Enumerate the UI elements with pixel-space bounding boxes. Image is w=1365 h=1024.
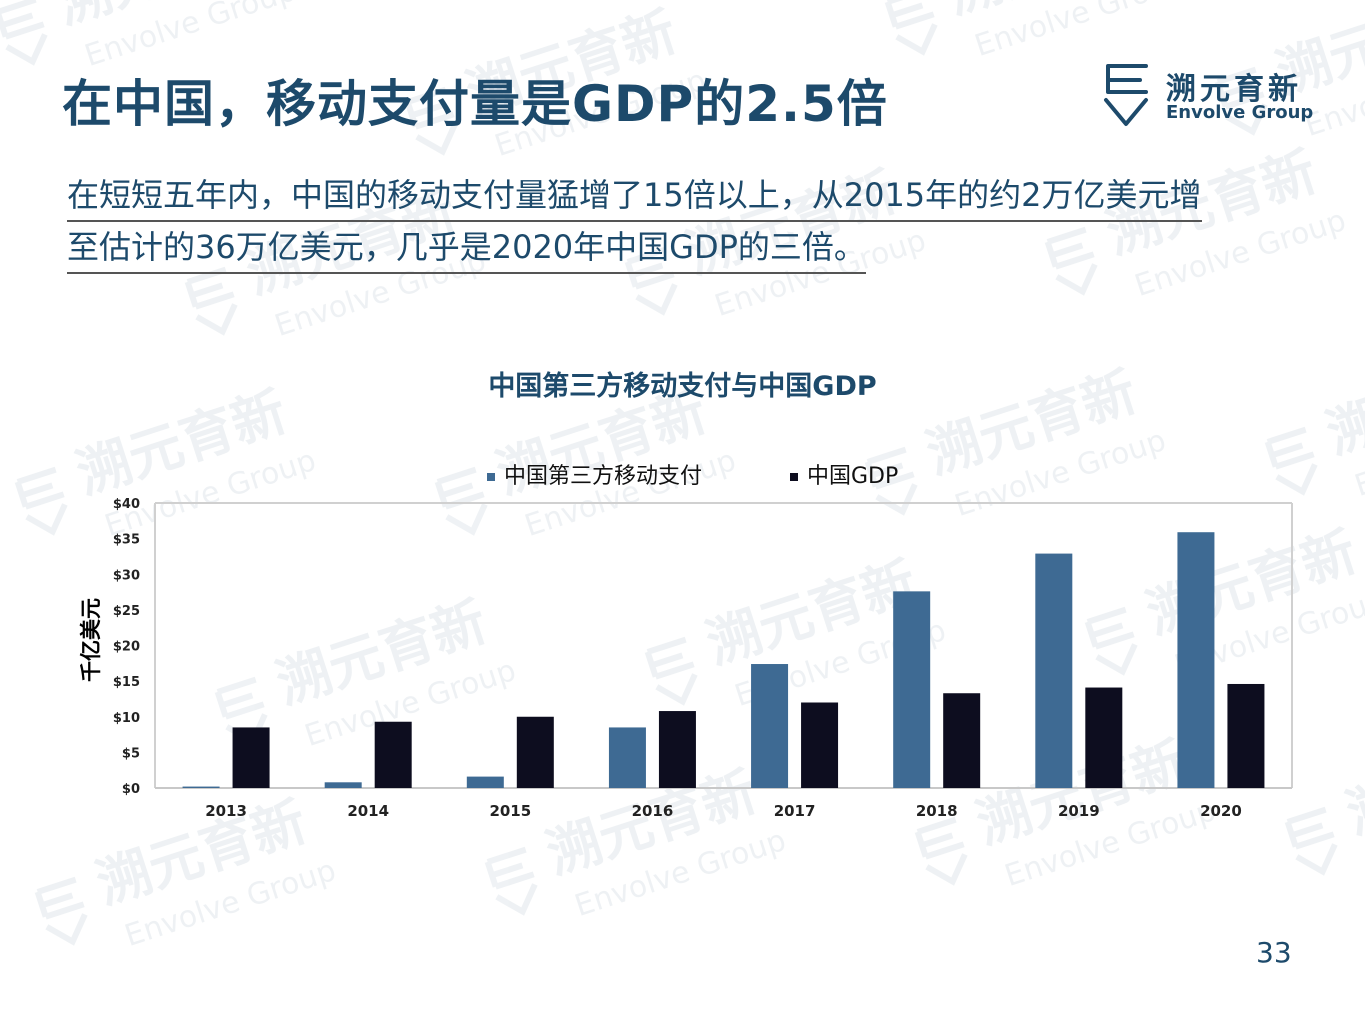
y-tick-label: $30 <box>113 568 140 583</box>
y-axis-label: 千亿美元 <box>79 598 103 682</box>
bar-mobile-payment-2016 <box>608 727 646 788</box>
bar-gdp-2020 <box>1227 683 1265 788</box>
chart-bars <box>182 532 1265 788</box>
chart-title: 中国第三方移动支付与中国GDP <box>488 371 877 402</box>
y-tick-label: $15 <box>113 675 140 690</box>
logo-mark-icon <box>1104 64 1148 126</box>
bar-mobile-payment-2014 <box>324 782 362 788</box>
bar-mobile-payment-2013 <box>182 786 220 788</box>
bar-mobile-payment-2018 <box>893 591 931 788</box>
page-title: 在中国，移动支付量是GDP的2.5倍 <box>62 75 888 133</box>
chart-tick-labels: $0 $5 $10 $15 $20 $25 $30 $35 $40 2013 2014 2015 201… <box>113 497 1242 820</box>
page-number: 33 <box>1256 936 1292 969</box>
x-tick-label: 2013 <box>205 802 247 820</box>
x-tick-label: 2015 <box>489 802 531 820</box>
y-tick-label: $0 <box>122 782 140 797</box>
x-tick-label: 2019 <box>1058 802 1100 820</box>
bar-gdp-2015 <box>516 716 554 788</box>
y-tick-label: $20 <box>113 640 140 655</box>
bar-mobile-payment-2019 <box>1035 553 1073 788</box>
x-tick-label: 2014 <box>347 802 389 820</box>
summary-text: 在短短五年内，中国的移动支付量猛增了15倍以上，从2015年的约2万亿美元增 至… <box>67 170 1307 274</box>
legend-label: 中国第三方移动支付 <box>504 464 702 489</box>
bar-gdp-2018 <box>943 693 981 788</box>
logo-text-en: Envolve Group <box>1166 102 1314 123</box>
bar-mobile-payment-2015 <box>466 776 504 788</box>
y-tick-label: $35 <box>113 533 140 548</box>
y-tick-label: $10 <box>113 711 140 726</box>
y-tick-label: $40 <box>113 497 140 512</box>
legend-label: 中国GDP <box>807 464 898 489</box>
x-tick-label: 2017 <box>774 802 816 820</box>
bar-gdp-2014 <box>374 721 412 788</box>
bar-mobile-payment-2017 <box>751 664 789 788</box>
bar-gdp-2013 <box>232 727 270 788</box>
bar-gdp-2017 <box>801 702 839 788</box>
summary-line-2: 至估计的36万亿美元，几乎是2020年中国GDP的三倍。 <box>67 222 866 274</box>
legend-swatch <box>487 473 495 481</box>
x-tick-label: 2020 <box>1200 802 1242 820</box>
company-logo: 溯元育新 Envolve Group <box>1102 62 1314 132</box>
x-tick-label: 2016 <box>632 802 674 820</box>
y-tick-label: $5 <box>122 746 140 761</box>
x-tick-label: 2018 <box>916 802 958 820</box>
logo-text-cn: 溯元育新 <box>1166 72 1302 107</box>
chart-legend: 中国第三方移动支付 中国GDP <box>487 464 898 489</box>
bar-gdp-2016 <box>658 711 696 788</box>
y-tick-label: $25 <box>113 604 140 619</box>
legend-swatch <box>790 473 798 481</box>
bar-gdp-2019 <box>1085 687 1123 788</box>
bar-mobile-payment-2020 <box>1177 532 1215 788</box>
summary-line-1: 在短短五年内，中国的移动支付量猛增了15倍以上，从2015年的约2万亿美元增 <box>67 170 1202 222</box>
